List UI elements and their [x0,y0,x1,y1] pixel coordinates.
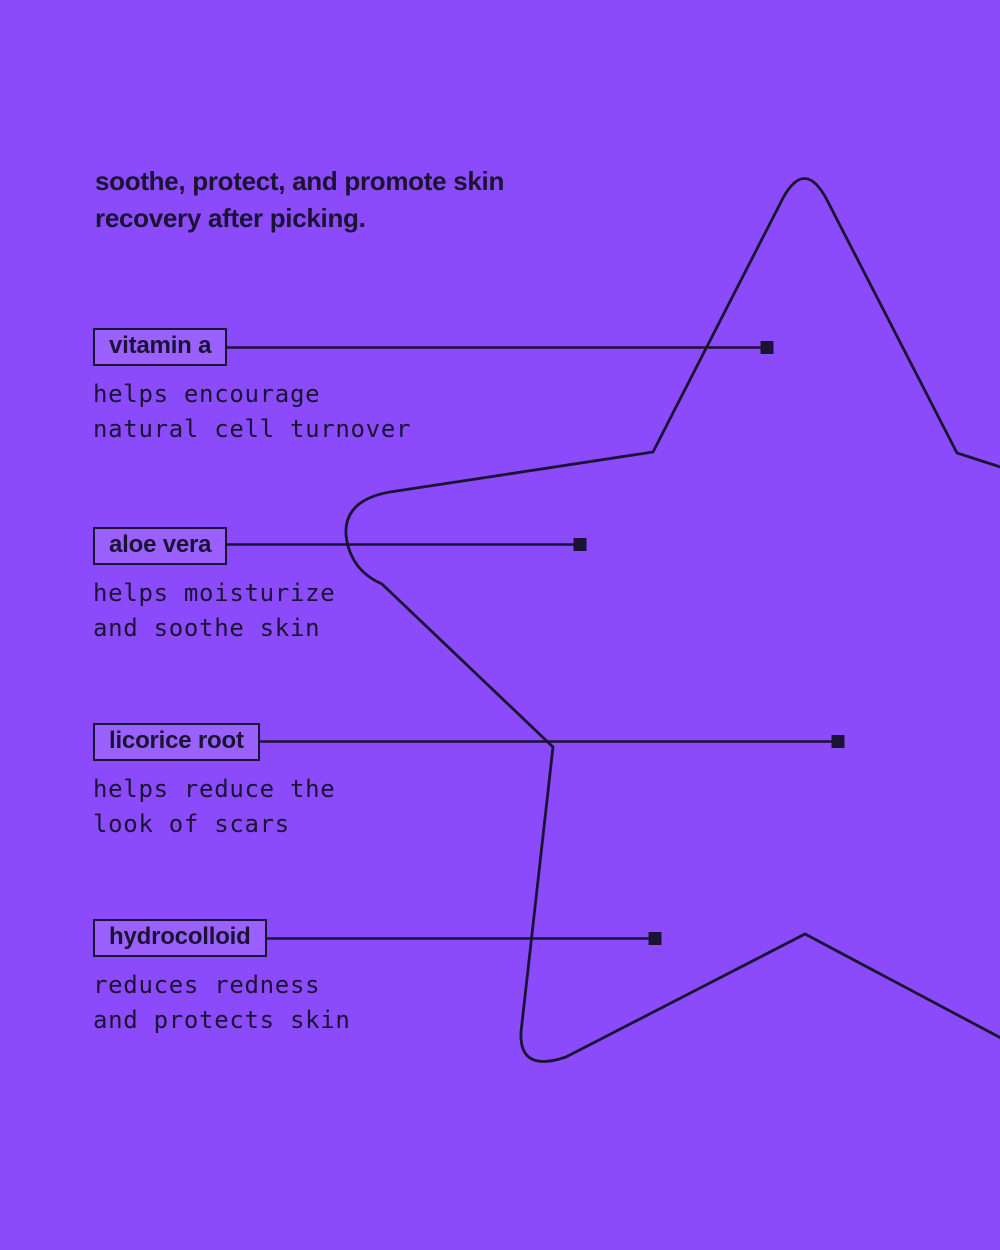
ingredient-description: reduces redness and protects skin [93,971,351,1034]
page-title: soothe, protect, and promote skin recove… [95,166,505,233]
ingredient-licorice-root: licorice root helps reduce the look of s… [93,723,335,842]
ingredient-description: helps reduce the look of scars [93,775,336,838]
ingredient-vitamin-a: vitamin a helps encourage natural cell t… [93,328,411,447]
connector-endpoint-marker [573,538,587,551]
ingredient-label: licorice root [109,727,244,754]
ingredient-label-box: hydrocolloid [93,919,267,957]
connector-endpoint-marker [760,341,774,354]
ingredient-label-box: aloe vera [93,527,228,565]
ingredient-label: vitamin a [109,332,212,359]
ingredient-description: helps encourage natural cell turnover [93,380,412,443]
star-outline [344,177,1000,1063]
ingredient-label: aloe vera [109,531,212,558]
connector-endpoint-marker [831,735,845,748]
ingredient-description: helps moisturize and soothe skin [93,579,336,642]
ingredient-aloe-vera: aloe vera helps moisturize and soothe sk… [93,527,335,646]
connector-vitamin-a [150,341,774,354]
connector-licorice-root [150,735,845,748]
ingredient-label-box: licorice root [93,723,260,761]
connector-endpoint-marker [648,932,662,945]
ingredient-label-box: vitamin a [93,328,228,366]
ingredient-hydrocolloid: hydrocolloid reduces redness and protect… [93,919,351,1038]
ingredient-label: hydrocolloid [109,923,251,950]
